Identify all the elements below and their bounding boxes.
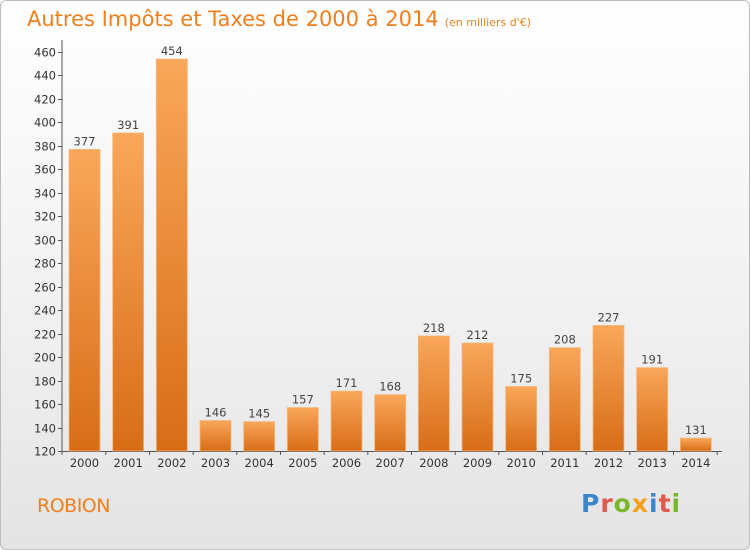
value-label-2013: 191	[641, 353, 663, 367]
x-tick-label-2012: 2012	[594, 456, 623, 470]
y-tick-label: 160	[34, 398, 56, 412]
bar-2009	[461, 342, 494, 452]
y-tick-label: 180	[34, 375, 56, 389]
y-tick-label: 400	[34, 116, 56, 130]
value-label-2003: 146	[205, 405, 227, 419]
value-label-2005: 157	[292, 393, 314, 407]
y-tick-label: 420	[34, 93, 56, 107]
y-tick-label: 320	[34, 210, 56, 224]
location-name: ROBION	[37, 495, 110, 517]
x-tick-label-2002: 2002	[157, 456, 186, 470]
value-label-2004: 145	[248, 407, 270, 421]
y-tick-label: 280	[34, 257, 56, 271]
bars-group: 377 391 454 146 145 157 171 168 218 212 175 208 227 1…	[68, 44, 712, 452]
chart-title: Autres Impôts et Taxes de 2000 à 2014 (en…	[27, 7, 531, 31]
value-label-2002: 454	[161, 44, 183, 58]
x-tick-label-2007: 2007	[376, 456, 405, 470]
chart-subtitle: (en milliers d'€)	[444, 16, 531, 29]
y-tick-label: 380	[34, 140, 56, 154]
value-label-2007: 168	[379, 380, 401, 394]
y-tick-label: 120	[34, 445, 56, 459]
bar-2005	[286, 407, 319, 452]
x-tick-label-2011: 2011	[550, 456, 579, 470]
value-label-2011: 208	[554, 333, 576, 347]
y-tick-label: 140	[34, 422, 56, 436]
value-label-2000: 377	[74, 134, 96, 148]
value-label-2010: 175	[510, 371, 532, 385]
bar-2014	[679, 437, 712, 452]
bar-2002	[155, 58, 188, 452]
value-label-2006: 171	[336, 376, 358, 390]
bar-2001	[112, 132, 145, 452]
axes: 120 140 160 180 200 220 240 260 280 300 320 340 360 3…	[34, 40, 722, 470]
bar-2010	[505, 386, 538, 452]
x-tick-label-2003: 2003	[201, 456, 230, 470]
y-tick-label: 440	[34, 69, 56, 83]
value-label-2001: 391	[117, 118, 139, 132]
x-tick-label-2004: 2004	[245, 456, 274, 470]
bar-2000	[68, 149, 101, 452]
x-tick-label-2010: 2010	[507, 456, 536, 470]
y-tick-label: 360	[34, 163, 56, 177]
x-tick-label-2013: 2013	[638, 456, 667, 470]
x-tick-label-2005: 2005	[288, 456, 317, 470]
bar-2004	[243, 421, 276, 452]
bar-2006	[330, 390, 363, 452]
value-label-2009: 212	[467, 328, 489, 342]
x-tick-label-2009: 2009	[463, 456, 492, 470]
value-label-2008: 218	[423, 321, 445, 335]
value-label-2012: 227	[598, 310, 620, 324]
x-tick-label-2001: 2001	[114, 456, 143, 470]
bar-2011	[548, 347, 581, 452]
y-tick-label: 200	[34, 351, 56, 365]
x-tick-label-2000: 2000	[70, 456, 99, 470]
y-tick-label: 260	[34, 281, 56, 295]
y-tick-label: 340	[34, 187, 56, 201]
bar-2008	[417, 335, 450, 452]
proxiti-logo: Proxiti	[581, 489, 682, 518]
bar-2013	[636, 367, 669, 452]
x-tick-label-2014: 2014	[681, 456, 710, 470]
value-label-2014: 131	[685, 423, 707, 437]
x-tick-label-2008: 2008	[419, 456, 448, 470]
bar-2012	[592, 325, 625, 452]
bar-2007	[374, 394, 407, 452]
chart-title-text: Autres Impôts et Taxes de 2000 à 2014	[27, 7, 439, 31]
y-tick-label: 300	[34, 234, 56, 248]
y-tick-label: 240	[34, 304, 56, 318]
y-tick-label: 220	[34, 328, 56, 342]
y-tick-label: 460	[34, 46, 56, 60]
bar-2003	[199, 420, 232, 452]
x-tick-label-2006: 2006	[332, 456, 361, 470]
